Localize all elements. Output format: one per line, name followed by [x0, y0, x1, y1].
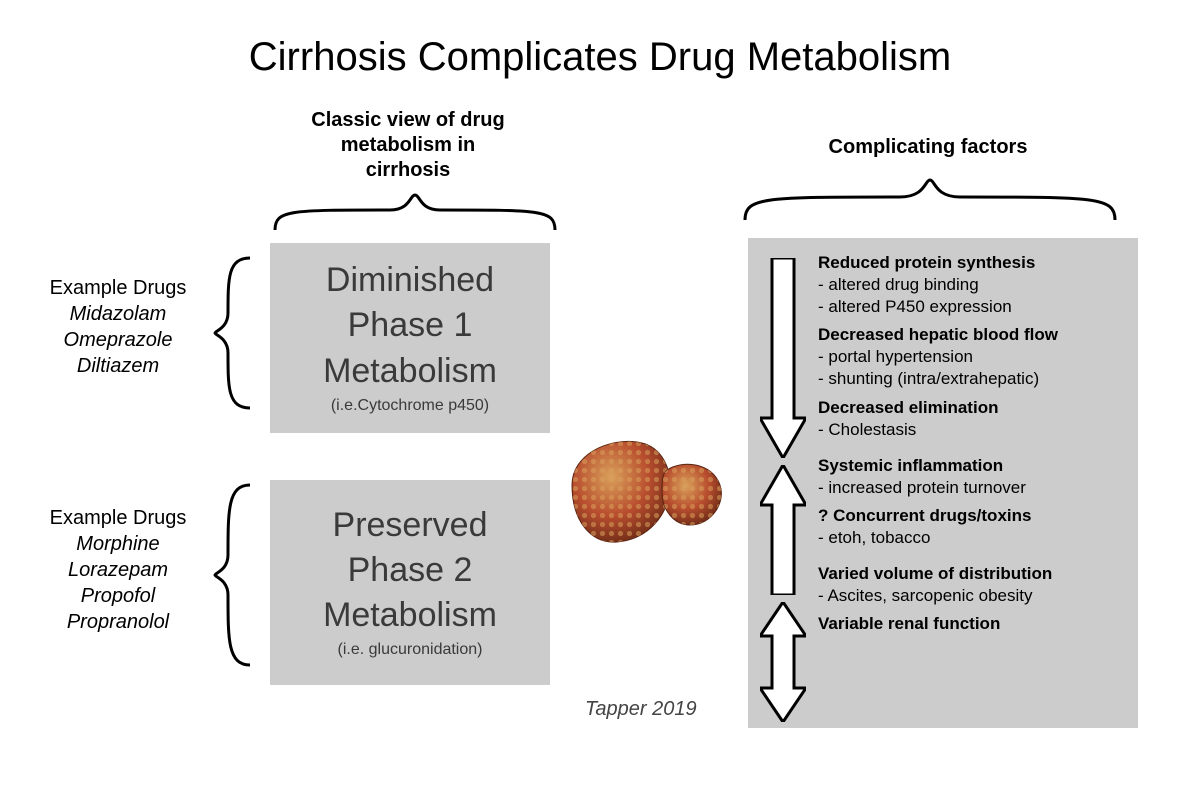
- factor-sub: - Ascites, sarcopenic obesity: [818, 585, 1124, 607]
- text: Diminished: [278, 261, 542, 300]
- text: Metabolism: [278, 352, 542, 391]
- subtext: (i.e. glucuronidation): [278, 641, 542, 659]
- left-column-header: Classic view of drug metabolism in cirrh…: [278, 108, 538, 183]
- drug-name: Morphine: [28, 531, 208, 557]
- text: Phase 2: [278, 551, 542, 590]
- factor-item: Systemic inflammation - increased protei…: [818, 455, 1124, 499]
- factor-head: Reduced protein synthesis: [818, 252, 1124, 274]
- left-brace-phase2-icon: [210, 480, 260, 670]
- factor-head: ? Concurrent drugs/toxins: [818, 505, 1124, 527]
- drug-name: Omeprazole: [28, 327, 208, 353]
- factor-head: Decreased hepatic blood flow: [818, 324, 1124, 346]
- factor-sub: - portal hypertension: [818, 346, 1124, 368]
- factor-sub: - Cholestasis: [818, 419, 1124, 441]
- drug-name: Midazolam: [28, 301, 208, 327]
- liver-icon: [562, 430, 732, 560]
- factor-sub: - altered drug binding: [818, 274, 1124, 296]
- right-top-brace-icon: [740, 175, 1120, 230]
- factor-sub: - etoh, tobacco: [818, 527, 1124, 549]
- text: Metabolism: [278, 596, 542, 635]
- example-drugs-phase2: Example Drugs Morphine Lorazepam Propofo…: [28, 505, 208, 635]
- right-column-header: Complicating factors: [748, 135, 1108, 160]
- factor-head: Systemic inflammation: [818, 455, 1124, 477]
- text: metabolism in: [341, 134, 475, 156]
- complicating-factors-box: Reduced protein synthesis - altered drug…: [748, 238, 1138, 728]
- subtext: (i.e.Cytochrome p450): [278, 397, 542, 415]
- drug-name: Propofol: [28, 583, 208, 609]
- factor-head: Variable renal function: [818, 613, 1124, 635]
- factor-sub: - shunting (intra/extrahepatic): [818, 368, 1124, 390]
- factor-item: ? Concurrent drugs/toxins - etoh, tobacc…: [818, 505, 1124, 549]
- text: cirrhosis: [366, 159, 450, 181]
- factor-sub: - altered P450 expression: [818, 296, 1124, 318]
- factor-item: Variable renal function: [818, 613, 1124, 635]
- phase2-box: Preserved Phase 2 Metabolism (i.e. glucu…: [270, 480, 550, 685]
- phase1-box: Diminished Phase 1 Metabolism (i.e.Cytoc…: [270, 243, 550, 433]
- label: Example Drugs: [28, 505, 208, 531]
- drug-name: Propranolol: [28, 609, 208, 635]
- drug-name: Lorazepam: [28, 557, 208, 583]
- factor-item: Decreased elimination - Cholestasis: [818, 397, 1124, 441]
- left-brace-phase1-icon: [210, 253, 260, 413]
- text: Phase 1: [278, 306, 542, 345]
- drug-name: Diltiazem: [28, 353, 208, 379]
- factor-item: Decreased hepatic blood flow - portal hy…: [818, 324, 1124, 390]
- factor-head: Varied volume of distribution: [818, 563, 1124, 585]
- factor-item: Reduced protein synthesis - altered drug…: [818, 252, 1124, 318]
- text: Classic view of drug: [311, 109, 504, 131]
- factor-sub: - increased protein turnover: [818, 477, 1124, 499]
- page-title: Cirrhosis Complicates Drug Metabolism: [0, 35, 1200, 80]
- label: Example Drugs: [28, 275, 208, 301]
- factor-item: Varied volume of distribution - Ascites,…: [818, 563, 1124, 607]
- factor-head: Decreased elimination: [818, 397, 1124, 419]
- citation: Tapper 2019: [585, 698, 697, 721]
- text: Preserved: [278, 506, 542, 545]
- left-top-brace-icon: [270, 190, 560, 240]
- example-drugs-phase1: Example Drugs Midazolam Omeprazole Dilti…: [28, 275, 208, 379]
